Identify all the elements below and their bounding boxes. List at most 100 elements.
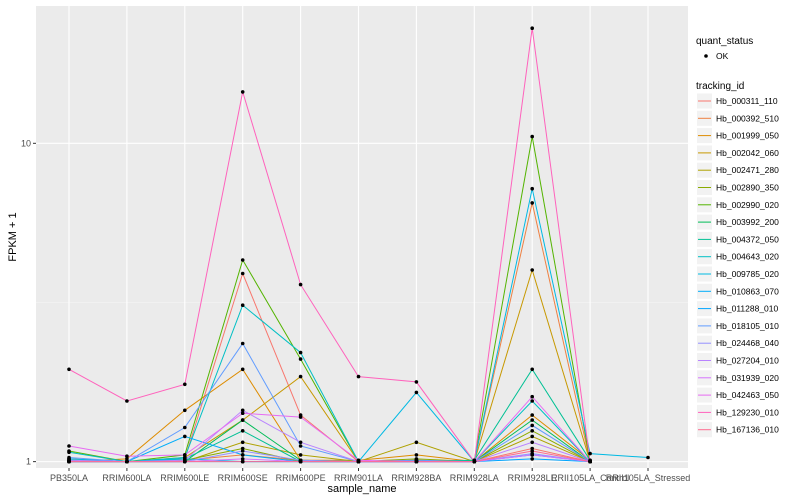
series-line: [68, 409, 591, 463]
legend-label: Hb_009785_020: [716, 269, 779, 279]
x-tick-label: RRIM928LA: [450, 473, 499, 483]
data-point: [530, 399, 534, 403]
data-point: [530, 434, 534, 439]
legend-label: Hb_002890_350: [716, 183, 779, 193]
data-point: [298, 444, 303, 448]
x-tick-label: RRII105LA_Stressed: [606, 473, 691, 483]
data-point: [240, 449, 245, 453]
data-point: [530, 449, 534, 453]
data-point: [183, 453, 187, 457]
legend-label: Hb_004643_020: [716, 252, 779, 262]
panel-background: [36, 6, 688, 468]
data-point: [530, 201, 534, 205]
data-point: [298, 459, 303, 464]
data-point: [240, 411, 245, 416]
y-tick-label: 10: [21, 138, 31, 148]
series-line: [68, 304, 591, 463]
data-point: [240, 408, 245, 413]
series-line: [68, 368, 591, 463]
data-point: [125, 454, 129, 459]
data-point: [67, 444, 71, 448]
data-point: [472, 459, 477, 464]
data-point: [298, 357, 303, 361]
data-point: [67, 455, 71, 460]
legend-label: Hb_001999_050: [716, 131, 779, 141]
data-point: [240, 341, 245, 346]
status-legend-label: OK: [716, 51, 729, 61]
data-point: [125, 399, 129, 403]
x-tick-label: RRIM901LA: [334, 473, 383, 483]
data-point: [298, 350, 303, 355]
legend-label: Hb_000392_510: [716, 113, 779, 123]
data-point: [414, 453, 419, 457]
legend-label: Hb_010863_070: [716, 286, 779, 296]
x-tick-label: RRII105LA_Control: [551, 473, 629, 483]
data-point: [240, 303, 245, 308]
legend-label: Hb_004372_050: [716, 234, 779, 244]
legend-label: Hb_000311_110: [716, 96, 778, 106]
data-point: [125, 459, 129, 464]
data-point: [240, 459, 245, 464]
data-point: [588, 459, 592, 464]
tracking-legend-title: tracking_id: [696, 81, 744, 92]
data-point: [356, 459, 361, 464]
x-tick-label: RRIM600SE: [218, 473, 268, 483]
status-legend-key: [704, 54, 708, 58]
data-point: [530, 186, 534, 191]
data-point: [240, 258, 245, 262]
data-point: [356, 374, 361, 379]
data-point: [530, 423, 534, 428]
tracking-legend: tracking_id Hb_000311_110 Hb_000392_510 Hb…: [696, 81, 779, 438]
data-point: [530, 367, 534, 372]
data-point: [125, 457, 129, 461]
series-line: [68, 136, 591, 463]
data-point: [298, 282, 303, 287]
data-point: [298, 440, 303, 445]
data-point: [67, 459, 71, 464]
legend-label: Hb_002042_060: [716, 148, 779, 158]
legend-label: Hb_042463_050: [716, 390, 779, 400]
legend-label: Hb_003992_200: [716, 217, 779, 227]
x-tick-label: RRIM600PE: [276, 473, 326, 483]
series-line: [68, 28, 591, 463]
series-line: [69, 450, 591, 463]
legend-label: Hb_002990_020: [716, 200, 779, 210]
data-point: [530, 413, 534, 417]
data-point: [298, 453, 303, 457]
data-point: [530, 394, 534, 399]
data-point: [530, 26, 534, 31]
data-point: [240, 457, 245, 461]
status-legend: quant_status OK: [696, 36, 753, 61]
x-tick-label: RRIM600LA: [102, 473, 151, 483]
data-point: [414, 390, 419, 395]
legend-label: Hb_167136_010: [716, 425, 779, 435]
legend-label: Hb_031939_020: [716, 373, 779, 383]
data-point: [530, 429, 534, 433]
legend-label: Hb_024468_040: [716, 338, 779, 348]
data-point: [530, 134, 534, 139]
data-point: [646, 455, 650, 460]
data-point: [530, 453, 534, 457]
data-point: [240, 271, 245, 276]
data-point: [67, 450, 71, 455]
data-point: [67, 367, 71, 372]
data-point: [530, 268, 534, 272]
series-lines: [68, 28, 649, 463]
data-point: [530, 418, 534, 422]
data-point: [414, 440, 419, 445]
data-point: [240, 90, 245, 94]
data-points: [67, 26, 650, 464]
data-point: [240, 440, 245, 445]
legend-label: Hb_129230_010: [716, 407, 779, 417]
data-point: [240, 429, 245, 433]
series-line: [68, 342, 591, 463]
data-point: [298, 374, 303, 379]
x-axis-title: sample_name: [327, 483, 396, 495]
x-tick-label: PB350LA: [50, 473, 88, 483]
data-point: [530, 440, 534, 445]
data-point: [414, 459, 419, 464]
legend-label: Hb_011288_010: [716, 304, 779, 314]
status-legend-title: quant_status: [696, 36, 753, 47]
data-point: [183, 425, 187, 430]
